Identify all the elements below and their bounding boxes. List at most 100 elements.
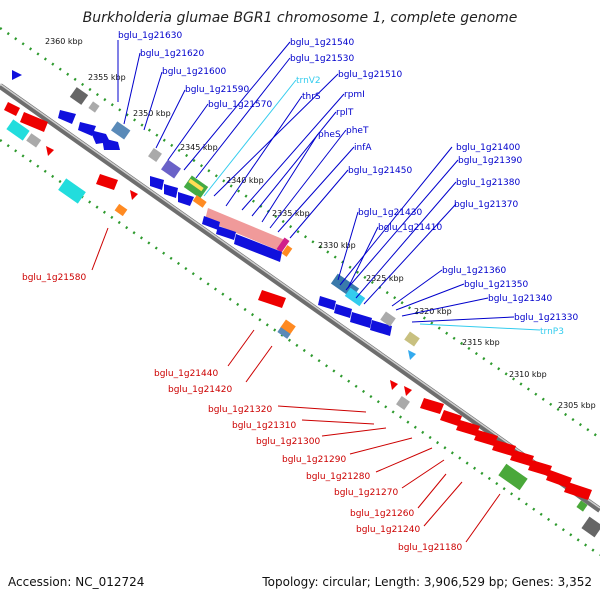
gene-label[interactable]: bglu_1g21530 [290,54,354,64]
gene-label[interactable]: bglu_1g21310 [232,421,296,431]
gene-label[interactable]: bglu_1g21630 [118,31,182,41]
gene-arrow [318,296,336,310]
gene-arrow [96,174,118,190]
gene-label[interactable]: bglu_1g21350 [464,280,528,290]
gene-arrow [420,398,444,414]
ruler-tick: 2325 kbp [366,274,404,283]
gene-block [404,331,420,347]
gene-label[interactable]: rpmI [344,90,365,100]
gene-label[interactable]: bglu_1g21540 [290,38,354,48]
gene-arrow [258,290,286,308]
gene-label[interactable]: bglu_1g21270 [334,488,398,498]
gene-arrow [58,110,76,124]
gene-label[interactable]: pheT [346,126,369,136]
gene-block [26,133,42,148]
ruler-tick: 2355 kbp [88,73,126,82]
gene-label[interactable]: bglu_1g21330 [514,313,578,323]
gene-label[interactable]: trnV2 [296,76,321,86]
ruler-tick: 2350 kbp [133,109,171,118]
gene-arrow [12,70,22,80]
gene-label[interactable]: bglu_1g21580 [22,273,86,283]
gene-label[interactable]: bglu_1g21290 [282,455,346,465]
gene-label[interactable]: pheS [318,130,341,140]
rna-leader-lines [203,79,541,331]
gene-block [276,237,290,253]
gene-label[interactable]: bglu_1g21600 [162,67,226,77]
gene-arrow [334,304,352,318]
ruler-tick: 2320 kbp [414,307,452,316]
gene-arrow [546,470,572,488]
gene-block [58,178,86,204]
forward-leader-lines [117,40,515,323]
gene-arrow [492,440,516,456]
topology-text: Topology: circular; Length: 3,906,529 bp… [261,575,592,589]
ruler-tick: 2305 kbp [558,401,596,410]
gene-label[interactable]: infA [354,143,372,153]
gene-label[interactable]: bglu_1g21420 [168,385,232,395]
gene-label[interactable]: bglu_1g21300 [256,437,320,447]
gene-arrow [216,226,236,240]
gene-arrow [178,192,194,206]
gene-block [69,87,89,105]
gene-block [281,245,293,257]
gene-label[interactable]: bglu_1g21260 [350,509,414,519]
gene-label[interactable]: bglu_1g21370 [454,200,518,210]
gene-arrow [474,430,498,446]
ruler-tick: 2330 kbp [318,241,356,250]
gene-label[interactable]: bglu_1g21430 [358,208,422,218]
gene-label[interactable]: bglu_1g21410 [378,223,442,233]
gene-label[interactable]: bglu_1g21570 [208,100,272,110]
gene-block [192,195,207,208]
gene-arrow [202,216,220,230]
gene-arrow [564,482,592,500]
forward-genes [12,70,420,360]
gene-label[interactable]: bglu_1g21180 [398,543,462,553]
gene-label[interactable]: bglu_1g21590 [185,85,249,95]
gene-block [114,203,128,217]
gene-arrow [370,320,392,336]
rrna-block [205,208,285,252]
gene-label[interactable]: rplT [336,108,354,118]
gene-arrow [164,184,178,198]
gene-label[interactable]: bglu_1g21620 [140,49,204,59]
gene-label[interactable]: bglu_1g21510 [338,70,402,80]
gene-label[interactable]: thrS [302,92,321,102]
backbone-highlight [0,83,600,509]
gene-block [576,500,588,512]
reverse-leader-lines [91,227,501,543]
gene-arrow [408,350,416,360]
gene-block [277,327,291,339]
gene-block [111,121,131,140]
gene-arrow [440,410,462,426]
gene-label[interactable]: bglu_1g21390 [458,156,522,166]
gene-block-stripe [188,178,204,192]
gene-arrow [350,312,372,328]
gene-label[interactable]: bglu_1g21380 [456,178,520,188]
chromosome-backbone [0,83,600,513]
gene-label[interactable]: bglu_1g21240 [356,525,420,535]
gene-block [344,287,366,307]
gene-arrow [528,460,552,476]
gene-label[interactable]: trnP3 [540,327,564,337]
gene-arrow [456,420,480,436]
gene-arrow [102,138,120,150]
ruler-tick: 2310 kbp [509,370,547,379]
gene-arrow [234,234,282,262]
gene-block [148,148,162,162]
gene-label[interactable]: bglu_1g21450 [348,166,412,176]
gene-label[interactable]: bglu_1g21360 [442,266,506,276]
gene-arrow [404,386,412,396]
ruler-tick: 2360 kbp [45,37,83,46]
gene-block [88,101,100,113]
ruler-tick: 2340 kbp [226,176,264,185]
gene-label[interactable]: bglu_1g21320 [208,405,272,415]
gene-label[interactable]: bglu_1g21440 [154,369,218,379]
gene-label[interactable]: bglu_1g21400 [456,143,520,153]
gene-label[interactable]: bglu_1g21340 [488,294,552,304]
gene-arrow [390,380,398,390]
accession-text: Accession: NC_012724 [8,575,144,589]
gene-label[interactable]: bglu_1g21280 [306,472,370,482]
gene-block [396,396,410,410]
